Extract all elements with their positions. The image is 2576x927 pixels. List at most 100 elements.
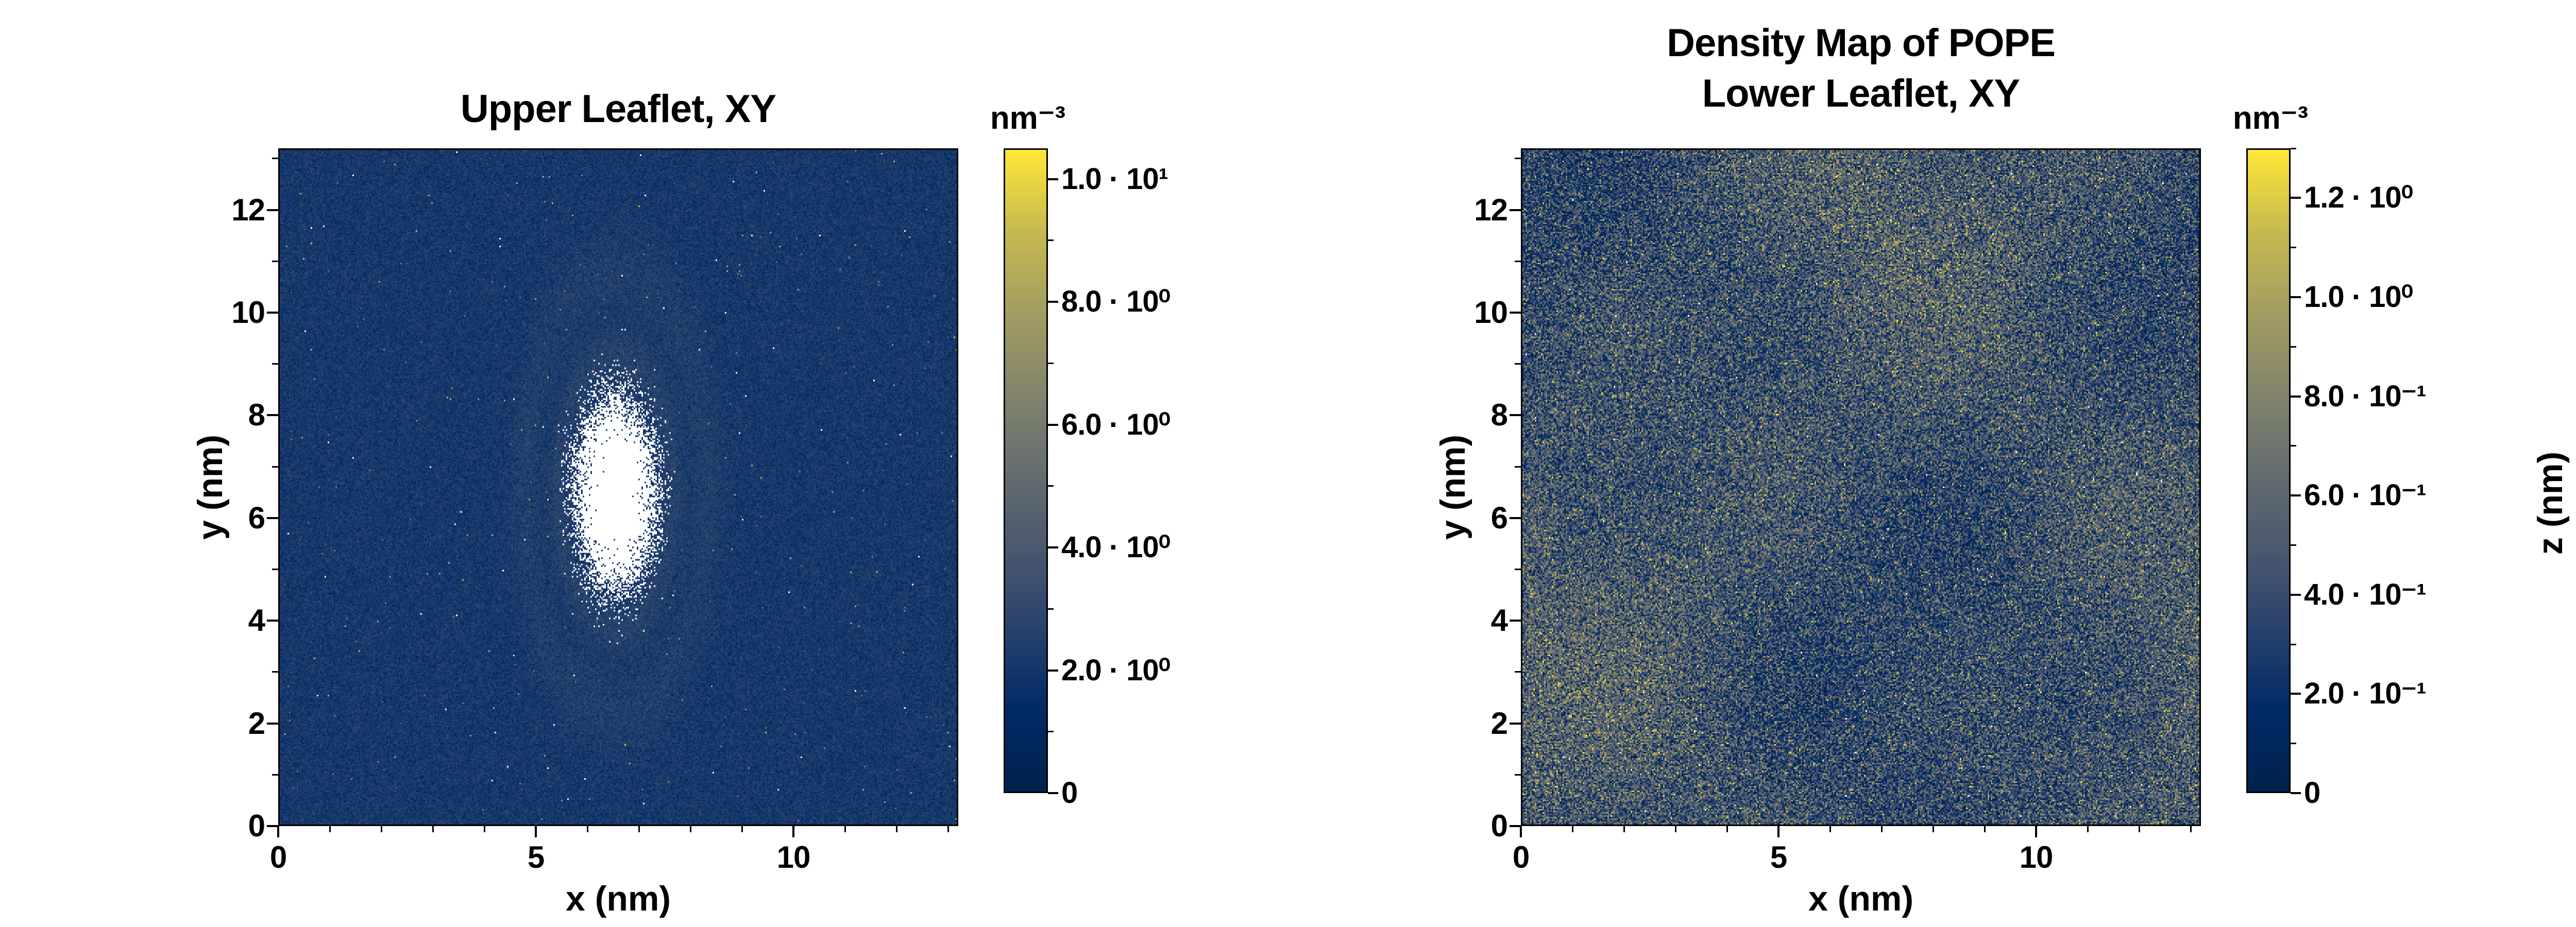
colorbar-tick-label: 6.0 · 10⁰	[1061, 407, 1171, 441]
tick-mark	[535, 826, 537, 837]
tick-mark	[2291, 147, 2296, 149]
tick-mark	[1829, 826, 1831, 832]
lower-leaflet-heatmap	[1522, 150, 2199, 825]
colorbar-tick-label: 0	[2304, 776, 2320, 810]
tick-mark	[1515, 774, 1521, 776]
tick-mark	[1515, 671, 1521, 673]
tick-mark	[272, 774, 278, 776]
figure-suptitle: Density Map of POPE	[1667, 21, 2056, 65]
tick-mark	[267, 722, 278, 725]
tick-mark	[1520, 826, 1522, 837]
tick-mark	[586, 826, 588, 832]
y-tick-label: 10	[1474, 295, 1508, 330]
x-tick-label: 10	[776, 840, 811, 874]
y-tick-label: −2	[2439, 630, 2576, 664]
colorbar-unit-upper: nm⁻³	[990, 100, 1066, 136]
tick-mark	[2190, 826, 2192, 832]
tick-mark	[380, 826, 382, 832]
y-tick-label: 4	[2439, 198, 2576, 232]
y-tick-label: 0	[2439, 486, 2576, 520]
tick-mark	[329, 826, 331, 832]
colorbar-tick-label: 8.0 · 10⁻¹	[2304, 379, 2427, 413]
tick-mark	[267, 414, 278, 417]
y-tick-label: 6	[248, 500, 265, 535]
tick-mark	[483, 826, 485, 832]
panel-lower-leaflet: Density Map of POPE Lower Leaflet, XY x …	[1236, 0, 2473, 927]
tick-mark	[2291, 643, 2296, 645]
x-axis-label-lower: x (nm)	[1808, 879, 1913, 918]
tick-mark	[1048, 239, 1054, 242]
tick-mark	[2291, 494, 2301, 497]
tick-mark	[1510, 414, 1521, 417]
tick-mark	[1048, 485, 1054, 487]
tick-mark	[1777, 826, 1780, 837]
tick-mark	[267, 825, 278, 827]
tick-mark	[1510, 620, 1521, 622]
tick-mark	[638, 826, 640, 832]
tick-mark	[2291, 593, 2301, 596]
tick-mark	[2291, 346, 2296, 348]
x-tick-label: 0.0	[2550, 806, 2576, 840]
tick-mark	[1674, 826, 1676, 832]
tick-mark	[1048, 423, 1058, 426]
colorbar-tick-label: 1.0 · 10¹	[1061, 162, 1168, 196]
y-tick-label: 8	[1490, 398, 1508, 433]
y-tick-label: 4	[248, 603, 265, 638]
tick-mark	[1510, 209, 1521, 211]
tick-mark	[1510, 312, 1521, 314]
axes-lower-leaflet	[1521, 148, 2201, 826]
colorbar-gradient-lower	[2248, 150, 2289, 792]
y-tick-label: 12	[231, 192, 265, 227]
x-tick-label: 5	[527, 840, 545, 874]
tick-mark	[432, 826, 434, 832]
tick-mark	[1515, 260, 1521, 262]
colorbar-tick-label: 2.0 · 10⁻¹	[2304, 677, 2427, 711]
y-tick-label: 10	[231, 295, 265, 330]
tick-mark	[272, 671, 278, 673]
colorbar-upper	[1004, 148, 1048, 793]
colorbar-tick-label: 4.0 · 10⁻¹	[2304, 577, 2427, 611]
x-tick-label: 0	[269, 840, 287, 874]
tick-mark	[1048, 362, 1054, 364]
tick-mark	[1515, 158, 1521, 160]
colorbar-tick-label: 1.0 · 10⁰	[2304, 280, 2413, 314]
y-tick-label: 0	[248, 809, 265, 843]
tick-mark	[689, 826, 691, 832]
tick-mark	[277, 826, 279, 837]
tick-mark	[272, 363, 278, 365]
colorbar-tick-label: 8.0 · 10⁰	[1061, 285, 1171, 319]
tick-mark	[1571, 826, 1573, 832]
upper-leaflet-heatmap	[280, 150, 957, 825]
tick-mark	[272, 158, 278, 160]
tick-mark	[272, 466, 278, 468]
axes-upper-leaflet	[278, 148, 958, 826]
colorbar-tick-label: 1.2 · 10⁰	[2304, 181, 2413, 215]
x-tick-label: 10	[2019, 840, 2054, 874]
tick-mark	[2291, 296, 2301, 298]
tick-mark	[1880, 826, 1883, 832]
tick-mark	[1510, 825, 1521, 827]
x-axis-label-upper: x (nm)	[566, 879, 671, 918]
colorbar-lower	[2246, 148, 2291, 793]
tick-mark	[267, 312, 278, 314]
tick-mark	[267, 209, 278, 211]
tick-mark	[895, 826, 897, 832]
colorbar-tick-label: 0	[1061, 776, 1078, 810]
colorbar-tick-label: 2.0 · 10⁰	[1061, 653, 1171, 687]
tick-mark	[2291, 247, 2296, 249]
y-tick-label: 2	[2439, 342, 2576, 376]
y-tick-label: 2	[1490, 706, 1508, 741]
y-tick-label: 2	[248, 706, 265, 741]
tick-mark	[2291, 197, 2301, 199]
y-tick-label: 8	[248, 398, 265, 433]
tick-mark	[2291, 395, 2301, 398]
tick-mark	[1048, 731, 1054, 733]
panel-title-upper: Upper Leaflet, XY	[460, 87, 776, 131]
tick-mark	[947, 826, 949, 832]
tick-mark	[1726, 826, 1728, 832]
tick-mark	[1048, 301, 1058, 303]
x-tick-label: 5	[1770, 840, 1787, 874]
tick-mark	[2087, 826, 2089, 832]
